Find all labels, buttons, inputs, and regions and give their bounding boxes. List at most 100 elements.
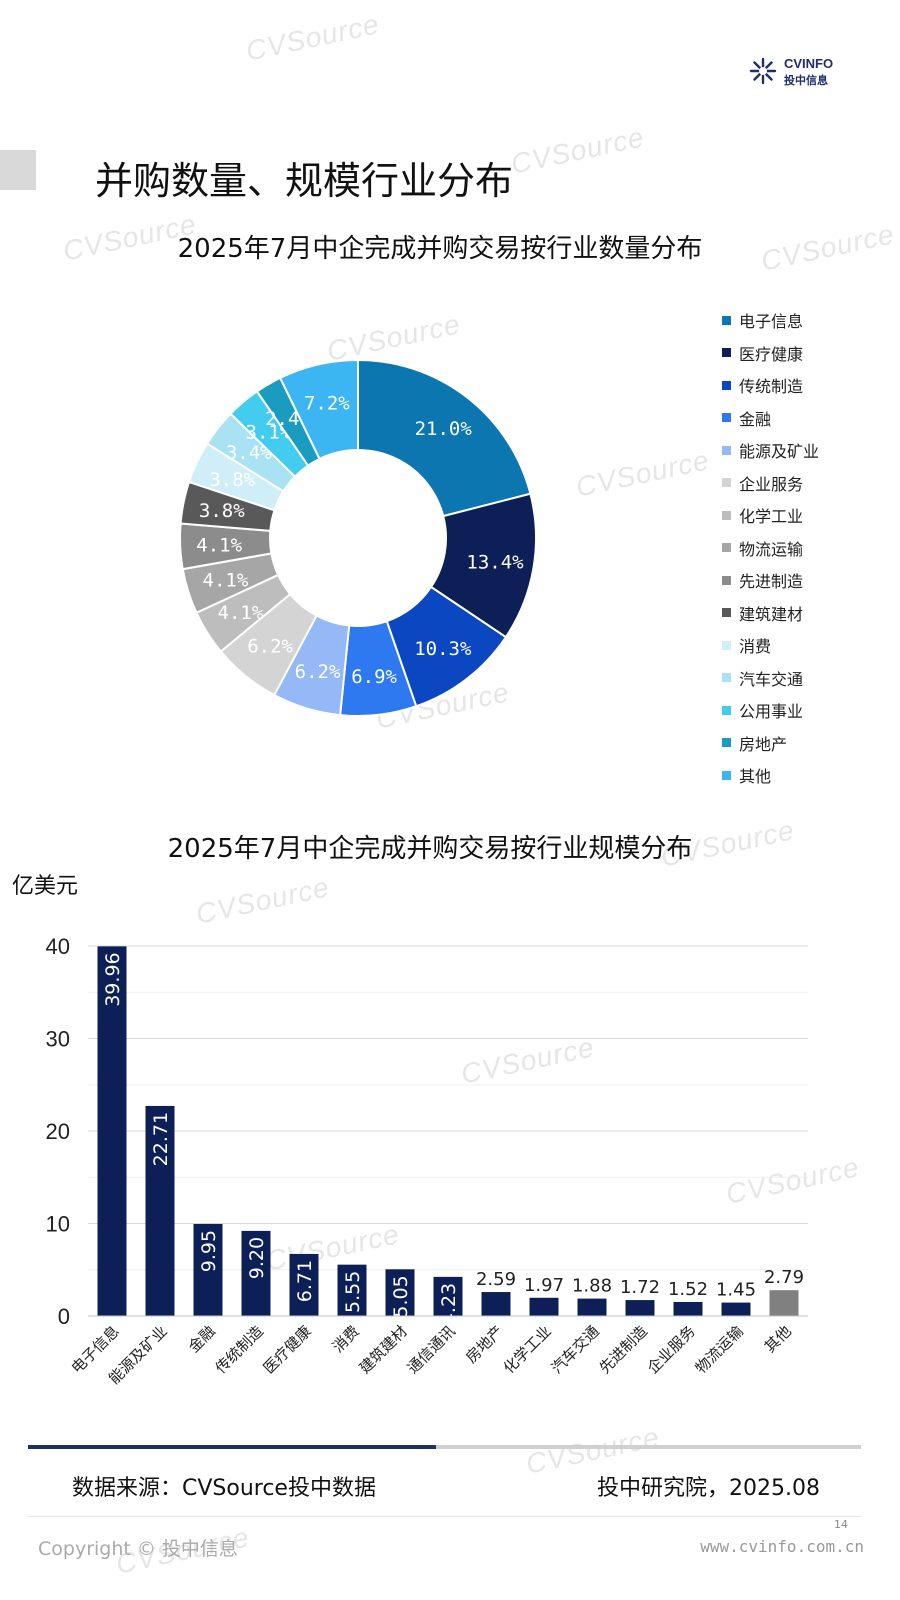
- bar: [337, 1264, 367, 1316]
- bar: [721, 1302, 751, 1316]
- legend-item: 物流运输: [722, 532, 819, 565]
- donut-slice-label: 6.2%: [295, 661, 341, 683]
- bar-value-label: 1.45: [716, 1280, 756, 1301]
- bar-value-label: 1.52: [668, 1279, 708, 1300]
- legend-item: 化学工业: [722, 499, 819, 532]
- legend-item: 能源及矿业: [722, 434, 819, 467]
- watermark: CVSource: [193, 871, 333, 930]
- bar-value-label: 2.79: [764, 1267, 804, 1288]
- page-progress-bar: [28, 1445, 861, 1449]
- y-tick-label: 0: [58, 1304, 70, 1329]
- donut-chart-title: 2025年7月中企完成并购交易按行业数量分布: [177, 234, 703, 264]
- x-category-label: 金融: [185, 1322, 219, 1356]
- legend-label: 公用事业: [739, 702, 804, 722]
- legend-item: 房地产: [722, 727, 819, 760]
- bar-value-label: 9.95: [198, 1230, 220, 1272]
- x-category-label: 物流运输: [692, 1322, 747, 1377]
- bar: [625, 1300, 655, 1316]
- legend-swatch: [722, 478, 731, 488]
- brand-name-cn: 投中信息: [784, 74, 828, 87]
- footer-divider: [28, 1516, 861, 1517]
- donut-slice-label: 6.9%: [351, 666, 397, 688]
- bar-value-label: 6.71: [294, 1260, 316, 1302]
- legend-item: 消费: [722, 629, 819, 662]
- legend-label: 金融: [739, 409, 772, 429]
- legend-label: 电子信息: [739, 312, 804, 332]
- legend-swatch: [722, 315, 731, 325]
- legend-label: 物流运输: [739, 539, 804, 559]
- donut-slice-label: 7.2%: [304, 393, 350, 415]
- legend-swatch: [722, 640, 731, 650]
- website-link[interactable]: www.cvinfo.com.cn: [700, 1537, 864, 1556]
- page-number: 14: [834, 1518, 848, 1531]
- x-category-label: 其他: [761, 1322, 795, 1356]
- bar-chart-title: 2025年7月中企完成并购交易按行业规模分布: [167, 834, 693, 864]
- section-marker: [0, 150, 36, 190]
- brand-burst-icon: [749, 57, 777, 85]
- brand-logo: CVINFO 投中信息: [748, 56, 843, 88]
- bar: [385, 1269, 415, 1316]
- bar: [433, 1276, 463, 1316]
- legend-label: 房地产: [739, 734, 788, 754]
- page-progress-fill: [28, 1445, 437, 1449]
- bar-value-label: 1.88: [572, 1276, 612, 1297]
- legend-swatch: [722, 608, 731, 618]
- legend-label: 传统制造: [739, 377, 804, 397]
- legend-swatch: [722, 510, 731, 520]
- donut-slice: [357, 358, 532, 518]
- legend-item: 其他: [722, 759, 819, 792]
- bar-value-label: 39.96: [102, 952, 124, 1006]
- y-tick-label: 30: [46, 1027, 70, 1052]
- donut-slice-label: 21.0%: [415, 418, 473, 440]
- watermark: CVSource: [243, 8, 383, 67]
- y-axis-unit: 亿美元: [12, 874, 79, 899]
- bar-value-label: 4.23: [438, 1283, 460, 1325]
- y-tick-label: 40: [46, 934, 70, 959]
- bar-chart: 01020304039.96电子信息22.71能源及矿业9.95金融9.20传统…: [46, 934, 808, 1388]
- donut-slice-label: 3.1%: [246, 422, 292, 444]
- legend-label: 化学工业: [739, 507, 804, 527]
- legend-item: 金融: [722, 402, 819, 435]
- legend-swatch: [722, 575, 731, 585]
- donut-slice-label: 4.1%: [196, 535, 242, 557]
- x-category-label: 消费: [329, 1322, 363, 1356]
- legend-swatch: [722, 673, 731, 683]
- page-title: 并购数量、规模行业分布: [95, 159, 514, 203]
- bar: [481, 1292, 511, 1316]
- donut-slice-label: 10.3%: [414, 638, 472, 660]
- legend-item: 医疗健康: [722, 337, 819, 370]
- legend-item: 公用事业: [722, 694, 819, 727]
- x-category-label: 先进制造: [596, 1322, 651, 1377]
- legend-label: 其他: [739, 767, 772, 787]
- legend-swatch: [722, 770, 731, 780]
- legend-swatch: [722, 348, 731, 358]
- donut-slice-label: 4.1%: [218, 602, 264, 624]
- donut-slice: [278, 358, 359, 461]
- x-category-label: 建筑建材: [356, 1322, 411, 1377]
- donut-slice-label: 13.4%: [466, 551, 524, 573]
- x-category-label: 传统制造: [212, 1322, 267, 1377]
- bar: [577, 1298, 607, 1316]
- bar-value-label: 2.59: [476, 1269, 516, 1290]
- donut-slice-label: 3.8%: [199, 500, 245, 522]
- bar: [529, 1297, 559, 1316]
- brand-name: CVINFO: [784, 56, 834, 71]
- watermark: CVSource: [508, 121, 648, 180]
- legend-label: 建筑建材: [739, 604, 804, 624]
- donut-chart: 21.0% 13.4% 10.3% 6.9% 6.2%6.2% 4.1% 4.1% 4.1% 3…: [179, 358, 537, 717]
- bar-value-label: 1.72: [620, 1277, 660, 1298]
- bar: [241, 1230, 271, 1316]
- legend-swatch: [722, 543, 731, 553]
- y-tick-label: 10: [46, 1212, 70, 1237]
- x-category-label: 汽车交通: [548, 1322, 603, 1377]
- x-category-label: 医疗健康: [260, 1322, 315, 1377]
- bar: [769, 1290, 799, 1316]
- data-source: 数据来源：CVSource投中数据: [72, 1476, 376, 1501]
- legend-label: 先进制造: [739, 572, 804, 592]
- bar-value-label: 22.71: [150, 1112, 172, 1166]
- legend-label: 汽车交通: [739, 669, 804, 689]
- y-tick-label: 20: [46, 1119, 70, 1144]
- bar-value-label: 5.05: [390, 1275, 412, 1317]
- legend-item: 企业服务: [722, 467, 819, 500]
- legend-swatch: [722, 413, 731, 423]
